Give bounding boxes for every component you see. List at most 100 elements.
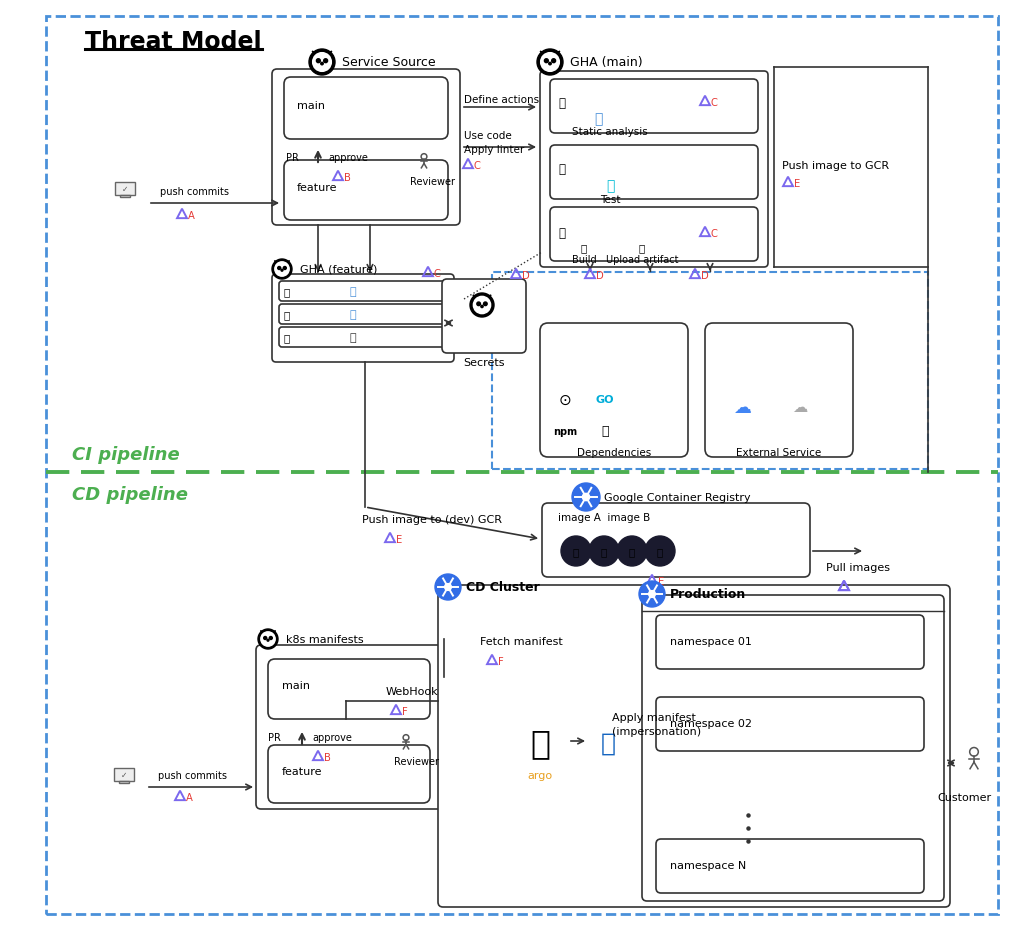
FancyBboxPatch shape [284,160,447,221]
FancyBboxPatch shape [540,324,688,458]
Circle shape [321,63,324,66]
Polygon shape [284,261,290,265]
FancyBboxPatch shape [284,78,447,140]
Circle shape [316,59,321,64]
Text: approve: approve [328,153,368,163]
Circle shape [477,303,480,306]
Circle shape [589,537,618,566]
FancyBboxPatch shape [656,697,924,751]
FancyBboxPatch shape [540,72,768,268]
Circle shape [261,632,275,646]
Text: Dependencies: Dependencies [577,448,651,458]
FancyBboxPatch shape [272,274,454,362]
Circle shape [470,294,494,318]
FancyBboxPatch shape [542,503,810,578]
Circle shape [444,584,452,590]
Text: feature: feature [297,183,338,193]
Text: Apply linter: Apply linter [464,145,524,155]
Polygon shape [260,631,266,635]
Text: Reviewer: Reviewer [410,177,455,187]
Text: D: D [522,271,529,281]
Circle shape [639,581,665,607]
Text: namespace 01: namespace 01 [670,636,752,646]
Circle shape [258,629,278,649]
Circle shape [583,494,590,502]
Text: 🔧: 🔧 [349,333,356,343]
Text: PR: PR [268,732,281,743]
Text: Customer: Customer [937,793,991,802]
Text: main: main [282,680,310,691]
Polygon shape [540,52,548,57]
FancyBboxPatch shape [656,616,924,669]
Bar [120,196,130,197]
Text: F: F [498,656,504,667]
Polygon shape [274,261,281,265]
FancyBboxPatch shape [268,745,430,803]
Polygon shape [552,52,560,57]
FancyBboxPatch shape [256,645,444,809]
Text: feature: feature [282,767,323,776]
Polygon shape [269,631,275,635]
Text: namespace 02: namespace 02 [670,718,752,729]
Text: 🐳: 🐳 [558,97,565,110]
Circle shape [561,537,591,566]
Text: k8s manifests: k8s manifests [286,634,364,644]
Text: 🐳: 🐳 [629,546,635,556]
Text: A: A [187,210,195,221]
Text: push commits: push commits [160,187,229,197]
Text: GHA (feature): GHA (feature) [300,265,378,274]
Text: 🧪: 🧪 [349,310,356,320]
Text: B: B [344,172,351,183]
Text: Apply manifest: Apply manifest [612,712,696,722]
Text: D: D [700,271,709,281]
Text: External Service: External Service [736,448,821,458]
Text: ✓: ✓ [122,184,128,194]
Text: Push image to GCR: Push image to GCR [782,160,889,171]
Circle shape [435,575,461,601]
Text: push commits: push commits [158,770,227,781]
Text: WebHook: WebHook [386,686,438,696]
Text: CD Cluster: CD Cluster [466,581,540,594]
FancyBboxPatch shape [438,585,950,907]
Text: CD pipeline: CD pipeline [72,486,188,503]
Circle shape [312,54,332,72]
Circle shape [549,63,551,66]
Text: GHA (main): GHA (main) [570,57,643,70]
Bar [114,768,134,781]
Text: argo: argo [527,770,553,781]
Text: 🐙: 🐙 [530,727,550,760]
Text: Test: Test [600,195,621,205]
Text: D: D [596,271,603,281]
Text: 🧪: 🧪 [606,179,614,193]
FancyBboxPatch shape [279,305,447,324]
Text: GO: GO [596,395,614,404]
Circle shape [541,54,559,72]
Text: 🐳: 🐳 [284,333,290,343]
Bar [115,183,135,197]
Circle shape [617,537,647,566]
Text: ☁: ☁ [733,399,751,416]
Text: 🐳: 🐳 [601,425,608,438]
Text: Upload artifact: Upload artifact [606,255,678,265]
Text: 🐳: 🐳 [558,227,565,240]
Text: (impersonation): (impersonation) [612,726,701,736]
Polygon shape [312,52,319,57]
Polygon shape [473,296,480,300]
Circle shape [537,50,563,76]
FancyBboxPatch shape [272,70,460,226]
Text: ✓: ✓ [121,770,127,780]
Text: 🔍: 🔍 [349,286,356,297]
Text: Service Source: Service Source [342,57,435,70]
Circle shape [284,267,287,270]
Text: Pull images: Pull images [826,563,890,572]
Text: Push image to (dev) GCR: Push image to (dev) GCR [362,514,502,525]
Text: PR: PR [286,153,299,163]
Circle shape [648,591,655,598]
FancyBboxPatch shape [268,659,430,719]
Circle shape [572,484,600,512]
Text: Secrets: Secrets [463,358,505,368]
Text: F: F [401,706,408,717]
Text: Fetch manifest: Fetch manifest [480,636,563,646]
Text: 🐳: 🐳 [284,310,290,320]
Text: 🐳: 🐳 [558,163,565,176]
